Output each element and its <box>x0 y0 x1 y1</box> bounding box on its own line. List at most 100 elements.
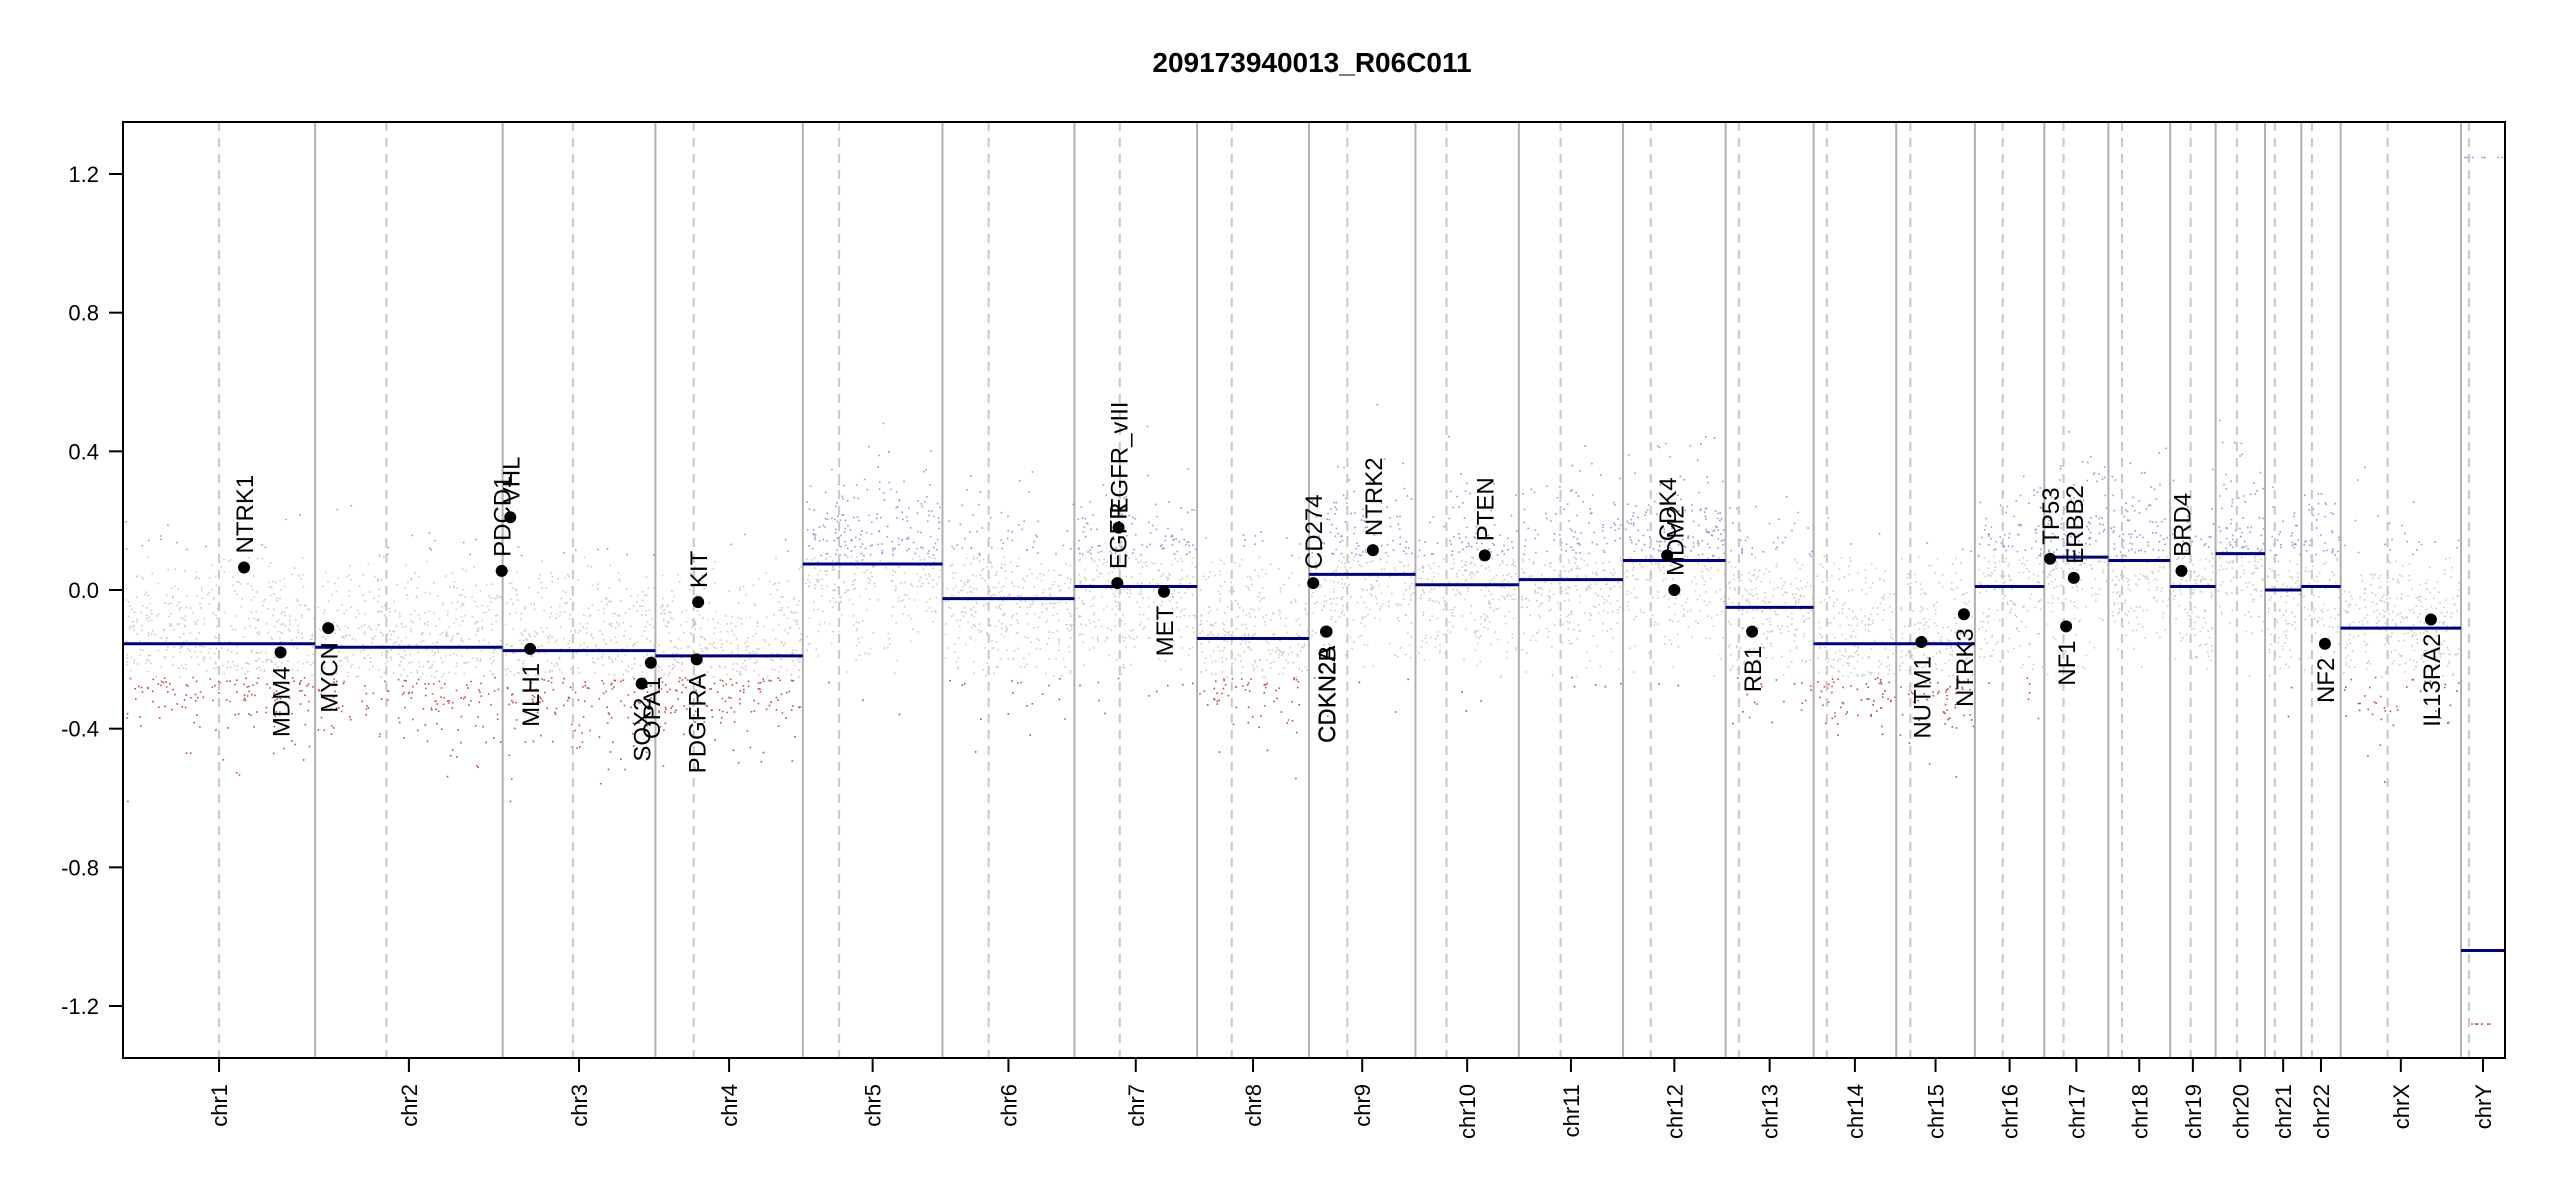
x-tick-label-chr17: chr17 <box>2064 1084 2089 1139</box>
probe-points-neutral-chr3 <box>504 556 655 678</box>
probe-points-gain-chr13 <box>1729 496 1813 557</box>
x-tick-label-chr22: chr22 <box>2309 1084 2334 1139</box>
gene-point-MDM4 <box>274 646 287 659</box>
gene-label-MDM2: MDM2 <box>1662 505 1689 576</box>
gene-point-MDM2 <box>1668 584 1681 596</box>
x-tick-label-chr12: chr12 <box>1662 1084 1687 1139</box>
gene-point-NUTM1 <box>1915 636 1928 648</box>
probe-points-neutral-chr14 <box>1816 555 1896 678</box>
x-tick-label-chr7: chr7 <box>1124 1084 1149 1127</box>
gene-label-OPA1: OPA1 <box>639 677 666 739</box>
gene-point-PDCD1 <box>495 564 508 577</box>
probe-points-gain-chr7 <box>1077 425 1197 557</box>
gene-label-NF1: NF1 <box>2054 640 2081 685</box>
probe-points-gain-chr8 <box>1205 531 1302 557</box>
gene-label-CDKN2A: CDKN2A <box>1314 646 1341 743</box>
x-tick-label-chr11: chr11 <box>1559 1084 1584 1137</box>
probe-points-loss-chr12 <box>1658 683 1680 687</box>
probe-points-neutral-chr20 <box>2217 555 2265 678</box>
probe-layer <box>125 156 2503 1025</box>
x-tick-label-chr5: chr5 <box>861 1084 886 1127</box>
gene-label-CDKN2B: CDKN2B <box>1315 646 1342 743</box>
probe-points-loss-chr1 <box>126 676 314 803</box>
gene-point-KIT <box>692 596 705 609</box>
probe-points-loss-chrY <box>2471 1023 2491 1025</box>
probe-points-gain-chrX <box>2343 466 2460 556</box>
y-tick-label: -1.2 <box>61 994 99 1019</box>
probe-points-gain-chr3 <box>517 546 655 557</box>
gene-label-EGFR_vIII: EGFR_vIII <box>1107 402 1134 514</box>
probe-points-loss-chr14 <box>1817 677 1896 736</box>
gene-point-TP53 <box>2044 552 2057 565</box>
probe-points-neutral-chr15 <box>1899 556 1975 677</box>
x-tick-label-chr8: chr8 <box>1241 1084 1266 1127</box>
probe-points-gain-chr20 <box>2218 419 2265 556</box>
probe-points-loss-chr8 <box>1199 677 1301 780</box>
gene-point-NTRK2 <box>1366 544 1379 557</box>
x-tick-label-chr18: chr18 <box>2127 1084 2152 1139</box>
probe-points-neutral-chr8 <box>1199 556 1309 679</box>
gene-label-PDGFRA: PDGFRA <box>685 673 712 773</box>
probe-points-gain-chr22 <box>2303 493 2340 556</box>
gene-point-VHL <box>504 511 517 524</box>
probe-points-gain-chr18 <box>2110 447 2168 557</box>
y-tick-label: 1.2 <box>68 162 99 187</box>
gene-point-NTRK3 <box>1957 608 1970 621</box>
gene-point-NF1 <box>2060 620 2073 633</box>
gene-point-EGFR_vIII <box>1112 521 1125 534</box>
gene-label-BRD4: BRD4 <box>2170 493 2197 557</box>
gene-point-BRD4 <box>2175 564 2188 577</box>
probe-points-neutral-chr11 <box>1521 556 1623 678</box>
gene-point-CD274 <box>1307 577 1320 590</box>
probe-points-gain-chr2 <box>336 504 477 557</box>
probe-points-neutral-chr18 <box>2111 556 2170 668</box>
gene-point-MET <box>1157 585 1170 598</box>
x-tick-label-chr3: chr3 <box>567 1084 592 1127</box>
probe-points-neutral-chr17 <box>2046 555 2108 676</box>
x-tick-label-chrX: chrX <box>2389 1084 2414 1130</box>
probe-points-neutral-chr6 <box>944 555 1074 677</box>
x-tick-label-chr21: chr21 <box>2271 1084 2296 1139</box>
gene-label-NUTM1: NUTM1 <box>1909 656 1936 739</box>
y-tick-label: 0.8 <box>68 301 99 326</box>
x-tick-label-chr6: chr6 <box>996 1084 1021 1127</box>
probe-points-neutral-chr2 <box>317 556 502 678</box>
x-tick-label-chr9: chr9 <box>1350 1084 1375 1127</box>
gene-label-NTRK3: NTRK3 <box>1952 628 1979 707</box>
x-tick-label-chr20: chr20 <box>2228 1084 2253 1139</box>
x-tick-label-chr13: chr13 <box>1758 1084 1783 1139</box>
gene-label-NTRK1: NTRK1 <box>232 475 259 554</box>
gene-point-SOX2 <box>635 677 648 690</box>
y-tick-label: 0.4 <box>68 439 99 464</box>
x-tick-label-chr16: chr16 <box>1998 1084 2023 1139</box>
probe-points-neutral-chr16 <box>1978 555 2044 670</box>
gene-point-CDK4 <box>1661 549 1674 562</box>
axis-layer: chr1 chr2 chr3 chr4 chr5 chr6 chr7 chr8 chr9 chr1… <box>61 162 2496 1139</box>
y-tick-label: -0.4 <box>61 717 99 742</box>
x-tick-label-chr2: chr2 <box>397 1084 422 1127</box>
probe-points-gain-chr6 <box>948 471 1074 556</box>
plot-frame <box>122 121 2506 1059</box>
gene-label-TP53: TP53 <box>2038 487 2065 544</box>
probe-points-loss-chr21 <box>2287 686 2293 718</box>
probe-points-gain-chr10 <box>1418 435 1518 557</box>
gene-label-SOX2: SOX2 <box>630 698 657 762</box>
gene-point-RB1 <box>1746 625 1759 638</box>
gene-label-MLH1: MLH1 <box>518 663 545 727</box>
probe-points-neutral-chrX <box>2343 557 2460 678</box>
probe-points-gain-chrY <box>2464 156 2503 159</box>
gene-label-CD274: CD274 <box>1301 494 1328 569</box>
probe-points-neutral-chr21 <box>2267 558 2301 677</box>
gene-point-PDGFRA <box>690 653 703 666</box>
probe-points-neutral-chr4 <box>657 557 803 678</box>
probe-points-neutral-chr5 <box>805 555 942 674</box>
segment-layer <box>123 552 2505 953</box>
gene-point-NTRK1 <box>238 561 251 574</box>
gene-label-EGFR: EGFR <box>1105 502 1132 569</box>
gene-point-IL13RA2 <box>2424 613 2437 626</box>
probe-points-loss-chr10 <box>1461 691 1482 712</box>
probe-points-loss-chr6 <box>949 678 1066 753</box>
probe-points-neutral-chr10 <box>1417 555 1518 679</box>
gene-point-ERBB2 <box>2067 571 2080 584</box>
